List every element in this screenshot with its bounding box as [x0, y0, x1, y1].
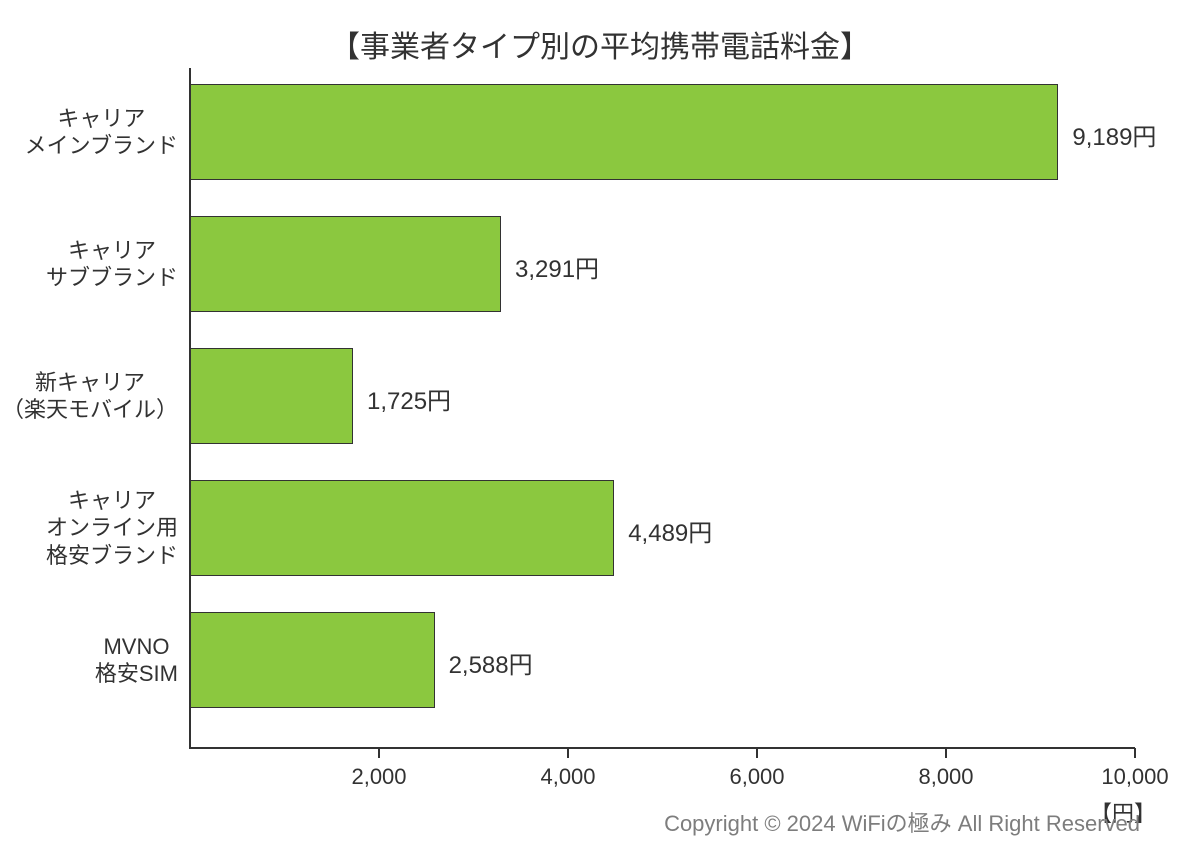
x-tick-label: 6,000: [729, 764, 784, 790]
chart-container: 【事業者タイプ別の平均携帯電話料金】 キャリア メインブランドキャリア サブブラ…: [0, 0, 1200, 865]
bar-value-label: 2,588円: [449, 645, 533, 680]
x-tick: [567, 748, 569, 758]
y-tick-label: キャリア オンライン用 格安ブランド: [46, 487, 178, 570]
y-tick-label: 新キャリア （楽天モバイル）: [2, 369, 178, 424]
y-tick-label: キャリア メインブランド: [25, 105, 178, 160]
copyright-text: Copyright © 2024 WiFiの極み All Right Reser…: [664, 806, 1140, 838]
x-tick-label: 4,000: [540, 764, 595, 790]
bar: [190, 216, 501, 312]
bar: [190, 348, 353, 444]
x-tick-label: 10,000: [1101, 764, 1168, 790]
x-tick-label: 2,000: [351, 764, 406, 790]
y-tick-label: MVNO 格安SIM: [95, 633, 178, 688]
chart-title: 【事業者タイプ別の平均携帯電話料金】: [0, 22, 1200, 66]
x-axis-line: [189, 747, 1135, 749]
bar-value-label: 4,489円: [628, 513, 712, 548]
x-tick: [1134, 748, 1136, 758]
x-tick: [378, 748, 380, 758]
x-tick-label: 8,000: [918, 764, 973, 790]
x-tick: [945, 748, 947, 758]
bar: [190, 480, 614, 576]
bar: [190, 84, 1058, 180]
bar-value-label: 9,189円: [1072, 117, 1156, 152]
bar-value-label: 1,725円: [367, 381, 451, 416]
y-tick-label: キャリア サブブランド: [46, 237, 178, 292]
bar-value-label: 3,291円: [515, 249, 599, 284]
bar: [190, 612, 435, 708]
x-tick: [756, 748, 758, 758]
